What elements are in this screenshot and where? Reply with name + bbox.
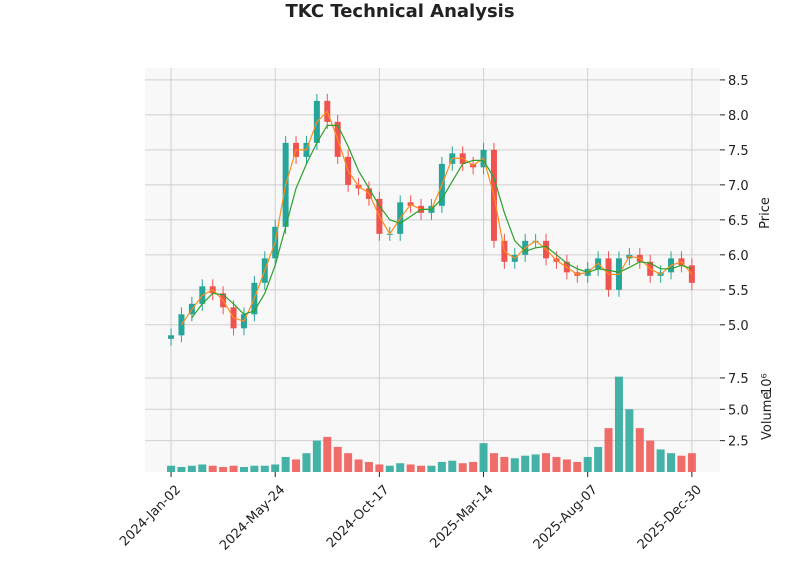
volume-bar xyxy=(344,453,353,472)
volume-bar xyxy=(406,464,415,472)
y-tick-label: 5.0 xyxy=(728,319,749,334)
volume-bar xyxy=(635,428,644,472)
volume-bar xyxy=(239,466,248,472)
volume-bar xyxy=(375,464,384,472)
y-tick-label: 2.5 xyxy=(728,435,749,450)
moving-average-line xyxy=(191,124,693,319)
volume-bar xyxy=(656,449,665,472)
volume-bar xyxy=(364,461,373,472)
volume-bar xyxy=(229,465,238,472)
volume-bar xyxy=(510,458,519,472)
volume-bar xyxy=(552,456,561,472)
volume-bar xyxy=(354,459,363,472)
volume-bar xyxy=(531,454,540,472)
volume-bar xyxy=(687,453,696,472)
y-tick-label: 7.0 xyxy=(728,179,749,194)
y-tick-label: 8.5 xyxy=(728,74,749,89)
volume-bar xyxy=(594,446,603,472)
volume-bar xyxy=(427,465,436,472)
volume-bar xyxy=(500,456,509,472)
y-tick-label: 6.5 xyxy=(728,214,749,229)
volume-bar xyxy=(614,376,623,472)
volume-bar xyxy=(271,464,280,472)
candle-body xyxy=(168,335,175,339)
volume-bar xyxy=(333,446,342,472)
volume-bar xyxy=(625,409,634,472)
volume-bar xyxy=(260,465,269,472)
volume-bar xyxy=(521,455,530,472)
volume-bar xyxy=(677,455,686,472)
volume-bar xyxy=(448,460,457,472)
volume-bar xyxy=(292,459,301,472)
x-tick-label: 2024-Jan-02 xyxy=(117,482,184,549)
volume-bar xyxy=(417,465,426,472)
volume-bar xyxy=(312,440,321,472)
volume-bar xyxy=(562,459,571,472)
volume-bar xyxy=(604,428,613,472)
y-tick-label: 8.0 xyxy=(728,109,749,124)
volume-bar xyxy=(396,463,405,472)
x-tick-label: 2024-May-24 xyxy=(217,482,288,553)
y-tick-label: 5.0 xyxy=(728,403,749,418)
volume-bar xyxy=(302,453,311,472)
volume-bar xyxy=(479,443,488,472)
volume-bar xyxy=(281,456,290,472)
volume-bar xyxy=(573,461,582,472)
y-tick-label: 7.5 xyxy=(728,144,749,159)
volume-bar xyxy=(458,463,467,472)
x-tick-label: 2025-Dec-30 xyxy=(635,482,705,552)
volume-bar xyxy=(385,465,394,472)
volume-bar xyxy=(489,453,498,472)
chart-title: TKC Technical Analysis xyxy=(285,1,514,22)
volume-bar xyxy=(177,466,186,472)
volume-bar xyxy=(208,465,217,472)
volume-bar xyxy=(667,453,676,472)
volume-panel xyxy=(145,357,720,472)
volume-bar xyxy=(219,466,228,472)
x-tick-label: 2025-Aug-07 xyxy=(531,482,601,552)
price-axis-label: Price xyxy=(758,197,773,229)
y-tick-label: 7.5 xyxy=(728,372,749,387)
x-tick-label: 2024-Oct-17 xyxy=(324,482,392,550)
volume-bar xyxy=(583,456,592,472)
volume-bar xyxy=(250,465,259,472)
volume-bar xyxy=(542,453,551,472)
moving-average-line xyxy=(180,110,693,326)
volume-bar xyxy=(198,464,207,472)
volume-axis-label: Volume xyxy=(760,392,775,440)
y-tick-label: 5.5 xyxy=(728,284,749,299)
volume-bar xyxy=(323,436,332,472)
volume-bar xyxy=(187,465,196,472)
volume-bar xyxy=(437,461,446,472)
volume-bar xyxy=(469,461,478,472)
volume-scale-label: 10⁶ xyxy=(760,373,775,395)
volume-bar xyxy=(167,465,176,472)
volume-bar xyxy=(646,440,655,472)
x-tick-label: 2025-Mar-14 xyxy=(427,482,496,551)
y-tick-label: 6.0 xyxy=(728,249,749,264)
